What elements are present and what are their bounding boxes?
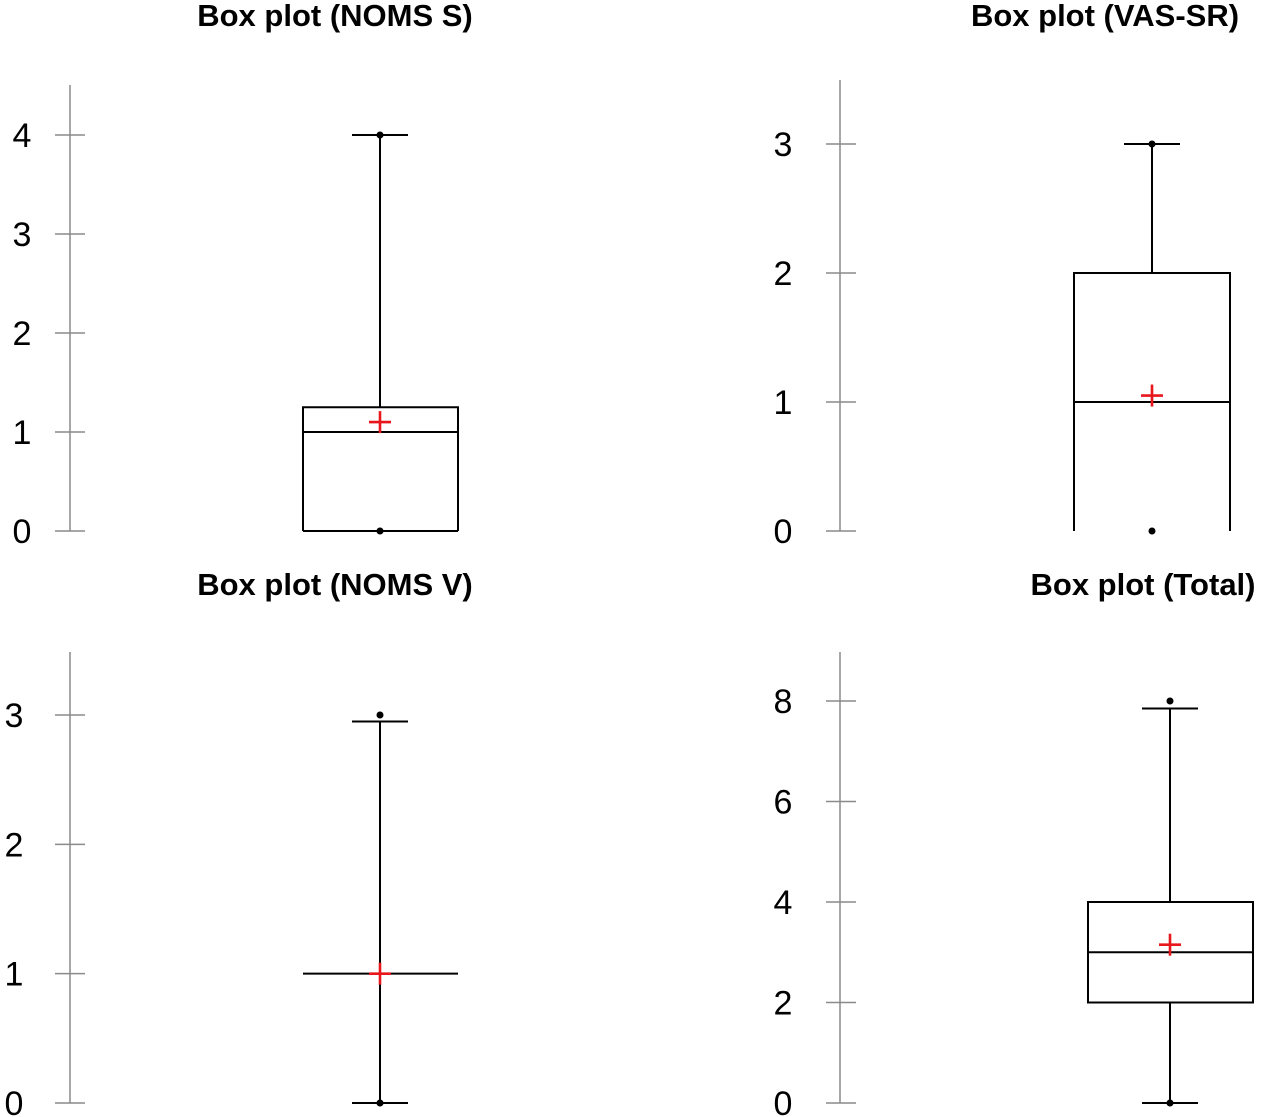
y-tick-label: 4: [13, 117, 32, 155]
y-tick-label: 3: [13, 216, 32, 254]
extreme-point: [376, 711, 384, 719]
box-plot-noms-v: Box plot (NOMS V) 0 1 2 3: [5, 567, 473, 1117]
y-tick-label: 0: [5, 1085, 24, 1117]
box-plot-noms-s: Box plot (NOMS S) 0 1 2 3 4: [13, 0, 473, 551]
extreme-point: [376, 1099, 384, 1107]
chart-title: Box plot (NOMS V): [197, 567, 473, 602]
extreme-point: [376, 131, 384, 139]
y-tick-label: 0: [13, 513, 32, 551]
extreme-point: [1148, 527, 1156, 535]
y-tick-label: 4: [774, 884, 793, 922]
iqr-box: [302, 406, 459, 531]
y-tick-label: 0: [774, 1085, 793, 1117]
extreme-point: [376, 527, 384, 535]
mean-marker: [369, 962, 391, 985]
mean-marker: [1141, 384, 1163, 407]
y-tick-label: 2: [13, 315, 32, 353]
box-plot-vas-sr: Box plot (VAS-SR) 0 1 2 3: [774, 0, 1240, 551]
extreme-point: [1166, 1099, 1174, 1107]
y-tick-label: 1: [5, 956, 24, 994]
y-tick-label: 2: [774, 255, 793, 293]
y-tick-label: 3: [5, 697, 24, 735]
chart-title: Box plot (Total): [1031, 567, 1256, 602]
box-plot-total: Box plot (Total) 0 2 4 6 8: [774, 567, 1256, 1117]
extreme-point: [1148, 140, 1156, 148]
extreme-point: [1166, 697, 1174, 705]
mean-marker: [369, 411, 391, 434]
y-tick-label: 6: [774, 784, 793, 822]
y-tick-label: 2: [5, 826, 24, 864]
y-tick-label: 8: [774, 683, 793, 721]
mean-marker: [1159, 933, 1181, 956]
y-tick-label: 1: [774, 384, 793, 422]
chart-title: Box plot (NOMS S): [197, 0, 473, 33]
y-tick-label: 2: [774, 985, 793, 1023]
y-tick-label: 1: [13, 414, 32, 452]
y-tick-label: 3: [774, 126, 793, 164]
y-tick-label: 0: [774, 513, 793, 551]
chart-title: Box plot (VAS-SR): [971, 0, 1239, 33]
